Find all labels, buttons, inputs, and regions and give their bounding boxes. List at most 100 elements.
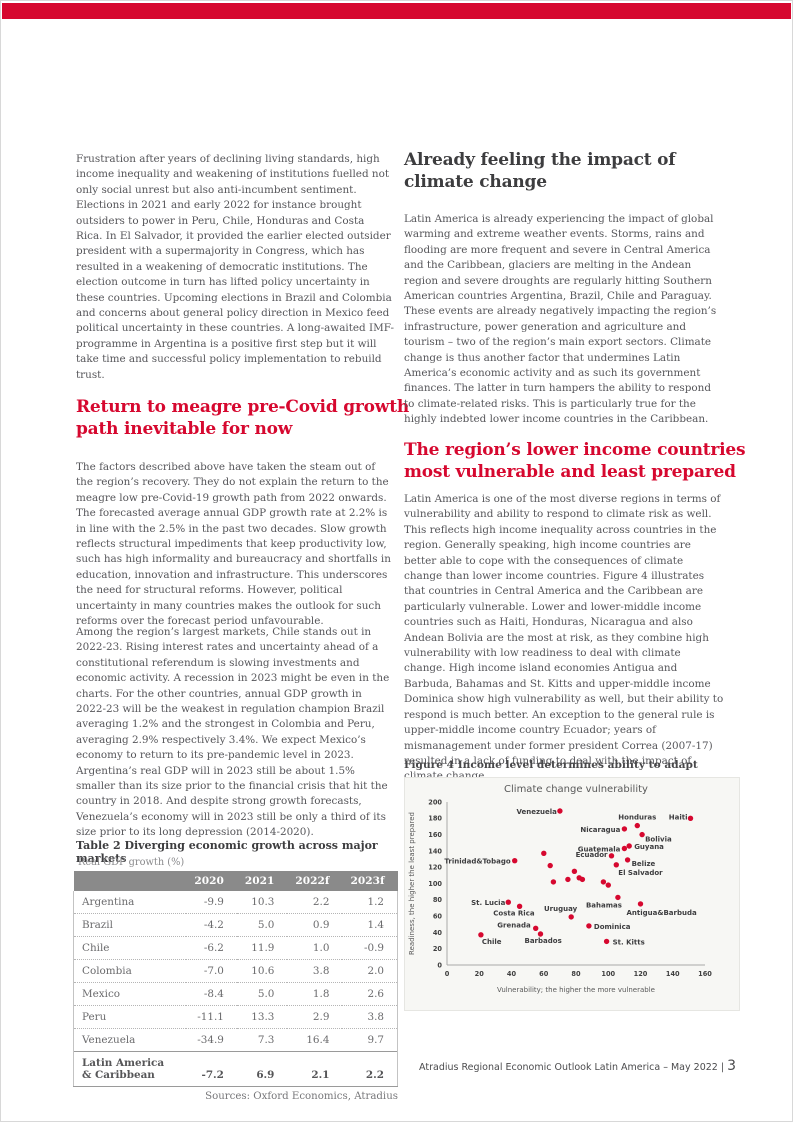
table-title: Table 2 Diverging economic growth across… xyxy=(76,839,378,865)
chart-title: Climate change vulnerability xyxy=(504,784,648,795)
data-point xyxy=(533,925,539,931)
gdp-table-container: 2020 2021 2022f 2023f Argentina -9.9 10.3 2.2 1… xyxy=(73,871,399,1102)
heading-line: Already feeling the impact of xyxy=(404,150,676,170)
x-tick-label: 20 xyxy=(475,970,485,978)
section-heading-climate: Already feeling the impact of climate ch… xyxy=(404,149,734,193)
row-value: -7.0 xyxy=(186,959,237,983)
table-column-header xyxy=(73,871,187,891)
table-subtitle: Real GDP growth (%) xyxy=(78,857,185,868)
row-value: 1.2 xyxy=(342,891,399,914)
x-tick-label: 40 xyxy=(507,970,517,978)
data-point xyxy=(512,858,518,864)
gdp-growth-table: 2020 2021 2022f 2023f Argentina -9.9 10.3 2.2 1… xyxy=(73,871,399,1087)
y-tick-label: 80 xyxy=(433,896,443,904)
heading-line: Return to meagre pre-Covid growth xyxy=(76,397,410,417)
point-label: Barbados xyxy=(525,937,562,945)
x-tick-label: 80 xyxy=(571,970,581,978)
data-point xyxy=(571,868,578,874)
row-value: -9.9 xyxy=(186,891,237,914)
point-label: Ecuador xyxy=(576,851,608,859)
figure-caption: Figure 4 Income level determines ability… xyxy=(404,759,698,771)
y-tick-label: 100 xyxy=(428,880,442,888)
table-row: Venezuela -34.9 7.3 16.4 9.7 xyxy=(73,1028,399,1052)
row-value: 5.0 xyxy=(236,982,288,1006)
row-value: -6.2 xyxy=(186,936,237,960)
row-value: 1.8 xyxy=(287,982,343,1006)
point-label: Guatemala xyxy=(578,846,621,854)
data-point xyxy=(557,808,563,814)
heading-line: path inevitable for now xyxy=(76,419,293,439)
row-value: -4.2 xyxy=(186,913,237,937)
row-value: -34.9 xyxy=(186,1028,237,1052)
table-row: Brazil -4.2 5.0 0.9 1.4 xyxy=(73,913,399,937)
row-label: Argentina xyxy=(73,891,187,914)
row-value: -7.2 xyxy=(186,1051,237,1087)
point-label: Belize xyxy=(632,860,656,868)
heading-line: The region’s lower income countries xyxy=(404,440,746,460)
row-value: 13.3 xyxy=(236,1005,288,1029)
y-tick-label: 140 xyxy=(428,847,442,855)
x-tick-label: 60 xyxy=(539,970,549,978)
data-point xyxy=(537,931,544,937)
table-row: Chile -6.2 11.9 1.0 -0.9 xyxy=(73,936,399,960)
x-tick-label: 120 xyxy=(634,970,648,978)
row-value: 0.9 xyxy=(287,913,343,937)
point-label: Haiti xyxy=(669,813,688,821)
y-axis-label: Readiness, the higher the least prepared xyxy=(408,812,416,955)
data-point xyxy=(613,862,619,868)
point-label: Nicaragua xyxy=(580,826,620,834)
x-tick-label: 140 xyxy=(666,970,680,978)
top-accent-bar xyxy=(2,3,791,19)
point-label: Guyana xyxy=(634,843,664,851)
footer-separator: | xyxy=(717,1062,728,1073)
row-label: Latin America & Caribbean xyxy=(73,1051,187,1087)
row-value: 2.0 xyxy=(342,959,399,983)
row-value: 9.7 xyxy=(342,1028,399,1052)
data-point xyxy=(541,850,547,856)
heading-line: most vulnerable and least prepared xyxy=(404,462,736,482)
heading-line: climate change xyxy=(404,172,547,192)
point-label: Grenada xyxy=(497,921,531,929)
data-point xyxy=(615,894,621,901)
point-label: St. Lucia xyxy=(471,899,505,907)
y-tick-label: 200 xyxy=(428,798,442,806)
paragraph: Latin America is one of the most diverse… xyxy=(404,493,724,782)
row-value: 6.9 xyxy=(236,1051,288,1087)
data-point xyxy=(565,876,571,883)
point-label: Chile xyxy=(482,938,502,946)
section-heading-vulnerable: The region’s lower income countries most… xyxy=(404,439,746,483)
table-column-header: 2021 xyxy=(236,871,288,891)
data-point xyxy=(478,932,484,938)
row-value: 2.1 xyxy=(287,1051,343,1087)
y-tick-label: 60 xyxy=(433,913,443,921)
y-tick-label: 180 xyxy=(428,815,442,823)
point-label: Uruguay xyxy=(544,905,578,913)
table-sources: Sources: Oxford Economics, Atradius xyxy=(205,1091,398,1102)
row-label: Mexico xyxy=(73,982,187,1006)
data-point xyxy=(547,862,553,869)
y-tick-label: 20 xyxy=(433,945,443,953)
row-label: Venezuela xyxy=(73,1028,187,1052)
page-number: 3 xyxy=(727,1058,736,1074)
point-label: Dominica xyxy=(594,923,631,931)
data-point xyxy=(639,831,645,838)
paragraph: Among the region’s largest markets, Chil… xyxy=(76,626,390,839)
paragraph: The factors described above have taken t… xyxy=(76,461,391,628)
row-value: 10.6 xyxy=(236,959,288,983)
row-value: 1.0 xyxy=(287,936,343,960)
y-tick-label: 40 xyxy=(433,929,443,937)
row-value: 16.4 xyxy=(287,1028,343,1052)
data-point xyxy=(608,853,615,859)
paragraph: Latin America is already experiencing th… xyxy=(404,213,717,426)
data-point xyxy=(634,822,640,829)
row-value: 3.8 xyxy=(342,1005,399,1029)
data-point xyxy=(605,882,611,888)
data-point xyxy=(603,938,610,945)
x-tick-label: 0 xyxy=(445,970,450,978)
row-value: -0.9 xyxy=(342,936,399,960)
data-point xyxy=(550,879,557,885)
data-point xyxy=(687,815,694,821)
table-column-header: 2023f xyxy=(342,871,398,891)
row-label: Chile xyxy=(73,936,187,960)
